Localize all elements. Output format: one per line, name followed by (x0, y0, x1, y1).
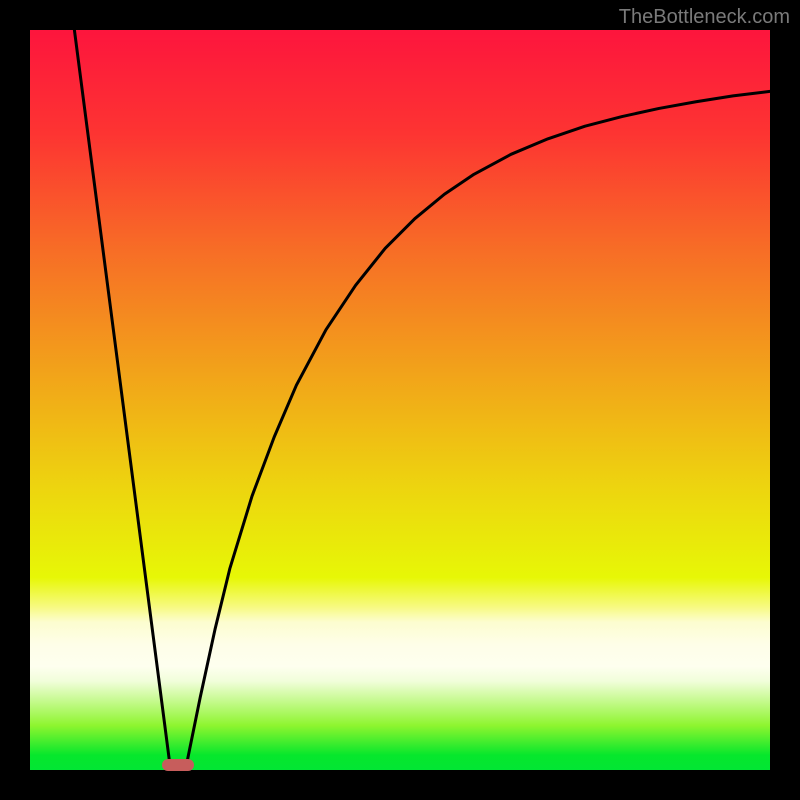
minimum-marker (162, 759, 195, 771)
plot-area (30, 30, 770, 770)
curve-path (74, 30, 770, 770)
curve-svg (30, 30, 770, 770)
watermark-text: TheBottleneck.com (619, 6, 790, 29)
